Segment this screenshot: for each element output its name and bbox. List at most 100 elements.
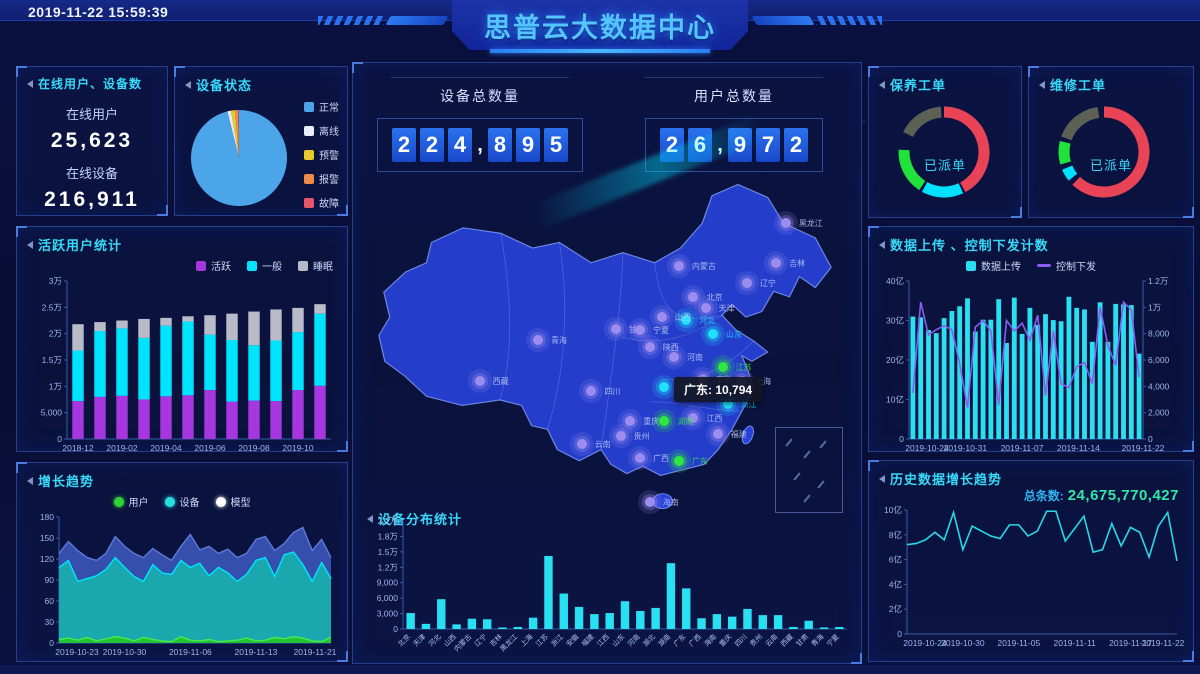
legend-item[interactable]: 模型 [215,494,251,509]
legend-label: 报警 [319,175,339,186]
svg-text:福建: 福建 [580,632,596,648]
legend-swatch-icon [1037,264,1051,267]
panel-history-growth: 历史数据增长趋势 总条数: 24,675,770,427 0 2亿 4亿 6亿 8亿 10亿… [868,460,1194,662]
svg-text:2019-11-07: 2019-11-07 [1001,443,1044,453]
panel-title: 历史数据增长趋势 [890,472,1003,487]
history-total: 总条数: 24,675,770,427 [1024,487,1179,504]
device-status-pie-chart [179,96,347,219]
bubble-ring-icon [669,352,680,363]
digit-separator: , [716,134,724,157]
svg-text:西藏: 西藏 [779,632,795,648]
legend-label: 睡眠 [313,262,333,273]
svg-text:5,000: 5,000 [41,408,63,418]
legend-item[interactable]: 预警 [304,147,339,162]
svg-text:内蒙古: 内蒙古 [452,632,473,653]
bubble-ring-icon [688,291,699,302]
bubble-ring-icon [659,382,670,393]
svg-text:10亿: 10亿 [886,395,904,405]
svg-text:2019-10-24: 2019-10-24 [905,443,949,453]
legend-item[interactable]: 报警 [304,171,339,186]
legend-item[interactable]: 故障 [304,195,339,210]
bubble-label: 海南 [662,497,679,507]
legend-item[interactable]: 活跃 [196,258,231,273]
svg-text:黑龙江: 黑龙江 [498,632,519,653]
user-total-counter: 26,972 [645,118,823,172]
svg-text:山东: 山东 [610,632,626,648]
legend-item[interactable]: 控制下发 [1037,258,1096,273]
svg-text:2019-10: 2019-10 [282,443,313,453]
svg-text:江西: 江西 [596,633,612,649]
svg-text:2019-11-21: 2019-11-21 [294,647,337,657]
bubble-ring-icon [712,429,723,440]
svg-text:2019-06: 2019-06 [194,443,225,453]
svg-text:2019-10-30: 2019-10-30 [103,647,147,657]
panel-marker-icon [879,80,885,89]
svg-text:90: 90 [45,575,55,585]
svg-text:贵州: 贵州 [748,632,764,648]
svg-text:广东: 广东 [671,632,687,648]
digit-cell: 7 [756,128,780,162]
svg-text:2019-02: 2019-02 [106,443,137,453]
legend-item[interactable]: 数据上传 [966,258,1021,273]
svg-text:2019-11-22: 2019-11-22 [1122,443,1165,453]
bubble-label: 黑龙江 [798,218,823,228]
legend-swatch-icon [966,260,976,271]
growth-trend-legend: 用户 设备 模型 [17,494,347,509]
svg-text:2019-11-05: 2019-11-05 [997,638,1040,648]
panel-title: 维修工单 [1050,78,1107,93]
legend-label: 设备 [179,498,200,509]
online-devices-value: 216,911 [44,188,140,211]
bubble-ring-icon [586,385,597,396]
bubble-ring-icon [656,311,667,322]
legend-item[interactable]: 用户 [113,494,149,509]
panel-marker-icon [27,79,33,88]
panel-title: 数据上传 、控制下发计数 [890,238,1049,253]
legend-item[interactable]: 离线 [304,123,339,138]
bubble-label: 山东 [725,329,742,339]
digit-cell: 9 [516,128,540,162]
svg-text:1万: 1万 [1148,302,1161,312]
active-users-chart: 0 5,000 1万 1.5万 2万 2.5万 3万 2018-12 2019-02 2019-0… [21,275,347,464]
legend-label: 控制下发 [1056,262,1096,273]
repair-donut-chart [1029,96,1193,217]
legend-swatch-icon [304,125,314,136]
panel-marker-icon [1039,80,1045,89]
svg-text:0: 0 [897,629,902,639]
bubble-ring-icon [610,323,621,334]
svg-text:2019-10-24: 2019-10-24 [903,638,947,648]
bubble-ring-icon [673,261,684,272]
svg-text:10亿: 10亿 [884,505,902,515]
panel-maintenance-orders: 保养工单 已派单 [868,66,1022,218]
panel-marker-icon [879,474,885,483]
svg-text:6亿: 6亿 [889,555,902,565]
upload-control-chart: 0 10亿 20亿 30亿 40亿 0 2,000 4,000 6,000 8,000 1万 1.2万… [871,275,1193,462]
bubble-ring-icon [644,342,655,352]
bubble-label: 内蒙古 [691,262,716,272]
legend-item[interactable]: 正常 [304,99,339,114]
map-tooltip: 广东: 10,794 [674,377,763,403]
legend-label: 正常 [319,103,339,114]
svg-text:2019-08: 2019-08 [238,443,269,453]
bubble-ring-icon [681,315,692,326]
bubble-label: 上海 [755,376,772,386]
bubble-ring-icon [635,325,646,336]
bubble-label: 吉林 [789,259,806,268]
legend-item[interactable]: 一般 [247,258,282,273]
legend-item[interactable]: 设备 [164,494,200,509]
bubble-ring-icon [644,496,655,507]
bubble-ring-icon [635,452,646,463]
bubble-ring-icon [700,303,711,314]
svg-text:天津: 天津 [412,633,428,649]
svg-text:3万: 3万 [49,276,62,286]
svg-text:0: 0 [393,624,398,634]
legend-label: 用户 [128,498,149,509]
china-map[interactable]: 黑龙江吉林辽宁内蒙古北京天津河北山西山东河南江苏安徽上海湖北浙江江西湖南重庆四川… [363,114,849,515]
svg-text:30: 30 [45,617,55,627]
digit-cell: 6 [688,128,712,162]
online-users-label: 在线用户 [65,107,118,122]
digit-separator: , [477,133,483,156]
online-users-value: 25,623 [50,129,134,152]
panel-title: 在线用户、设备数 [38,77,143,91]
legend-item[interactable]: 睡眠 [298,258,333,273]
